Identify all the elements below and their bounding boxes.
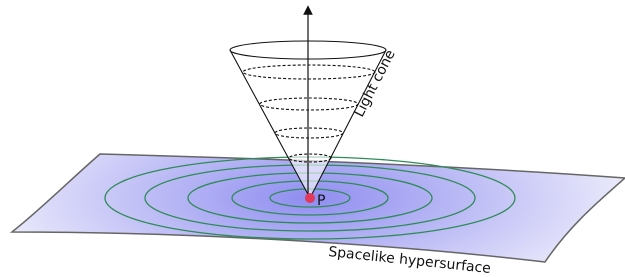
point-label: P xyxy=(317,193,325,209)
event-point xyxy=(305,193,315,203)
diagram: P Light cone Spacelike hypersurface xyxy=(0,0,625,277)
